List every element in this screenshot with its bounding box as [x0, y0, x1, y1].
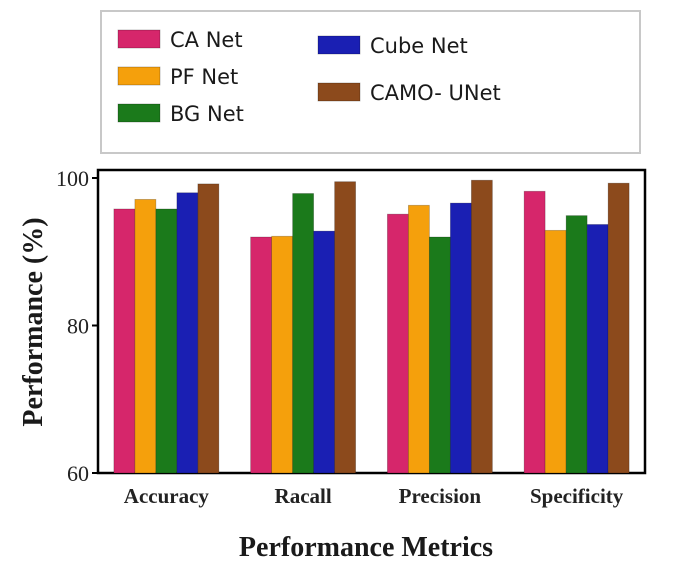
legend-swatch-camo-unet [317, 82, 361, 102]
y-tick-label: 80 [67, 314, 89, 339]
y-axis: 60 80 100 [56, 166, 98, 486]
bars-group [113, 179, 630, 474]
x-axis-title: Performance Metrics [239, 532, 493, 563]
legend-swatch-cube-net [317, 35, 361, 55]
bar-precision-pf-net [407, 204, 430, 474]
legend-label-pf-net: PF Net [170, 65, 238, 89]
legend-swatch-ca-net [117, 29, 161, 49]
x-tick-label: Racall [275, 484, 332, 508]
bar-accuracy-camo-unet [197, 183, 220, 474]
bar-precision-camo-unet [470, 179, 493, 474]
bar-accuracy-ca-net [113, 208, 136, 474]
bar-racall-ca-net [250, 236, 273, 474]
x-tick-label: Accuracy [124, 484, 210, 508]
bar-specificity-camo-unet [607, 182, 630, 474]
bar-specificity-pf-net [544, 229, 567, 474]
legend-label-cube-net: Cube Net [370, 34, 468, 58]
legend-label-bg-net: BG Net [170, 102, 244, 126]
y-tick-label: 100 [56, 166, 89, 191]
bar-racall-bg-net [292, 193, 315, 474]
legend-label-ca-net: CA Net [170, 28, 243, 52]
legend-label-camo-unet: CAMO- UNet [370, 81, 501, 105]
legend-swatch-pf-net [117, 66, 161, 86]
x-tick-label: Specificity [530, 484, 624, 508]
bar-specificity-cube-net [586, 224, 609, 474]
bar-specificity-ca-net [523, 190, 546, 474]
legend-swatch-bg-net [117, 103, 161, 123]
bar-accuracy-bg-net [155, 208, 178, 474]
y-tick-label: 60 [67, 461, 89, 486]
bar-racall-cube-net [313, 230, 336, 474]
bar-accuracy-cube-net [176, 192, 199, 474]
bar-racall-pf-net [271, 235, 294, 474]
bar-accuracy-pf-net [134, 198, 157, 474]
bar-specificity-bg-net [565, 215, 588, 474]
bar-precision-ca-net [386, 213, 409, 474]
x-axis: Accuracy Racall Precision Specificity [124, 484, 624, 508]
bar-precision-cube-net [449, 202, 472, 474]
legend-box [100, 10, 641, 154]
legend: CA Net PF Net BG Net Cube Net CAMO- UNet [117, 28, 501, 126]
x-tick-label: Precision [399, 484, 482, 508]
bar-racall-camo-unet [334, 181, 357, 474]
bar-precision-bg-net [428, 236, 451, 474]
y-axis-title: Performance (%) [18, 217, 49, 426]
